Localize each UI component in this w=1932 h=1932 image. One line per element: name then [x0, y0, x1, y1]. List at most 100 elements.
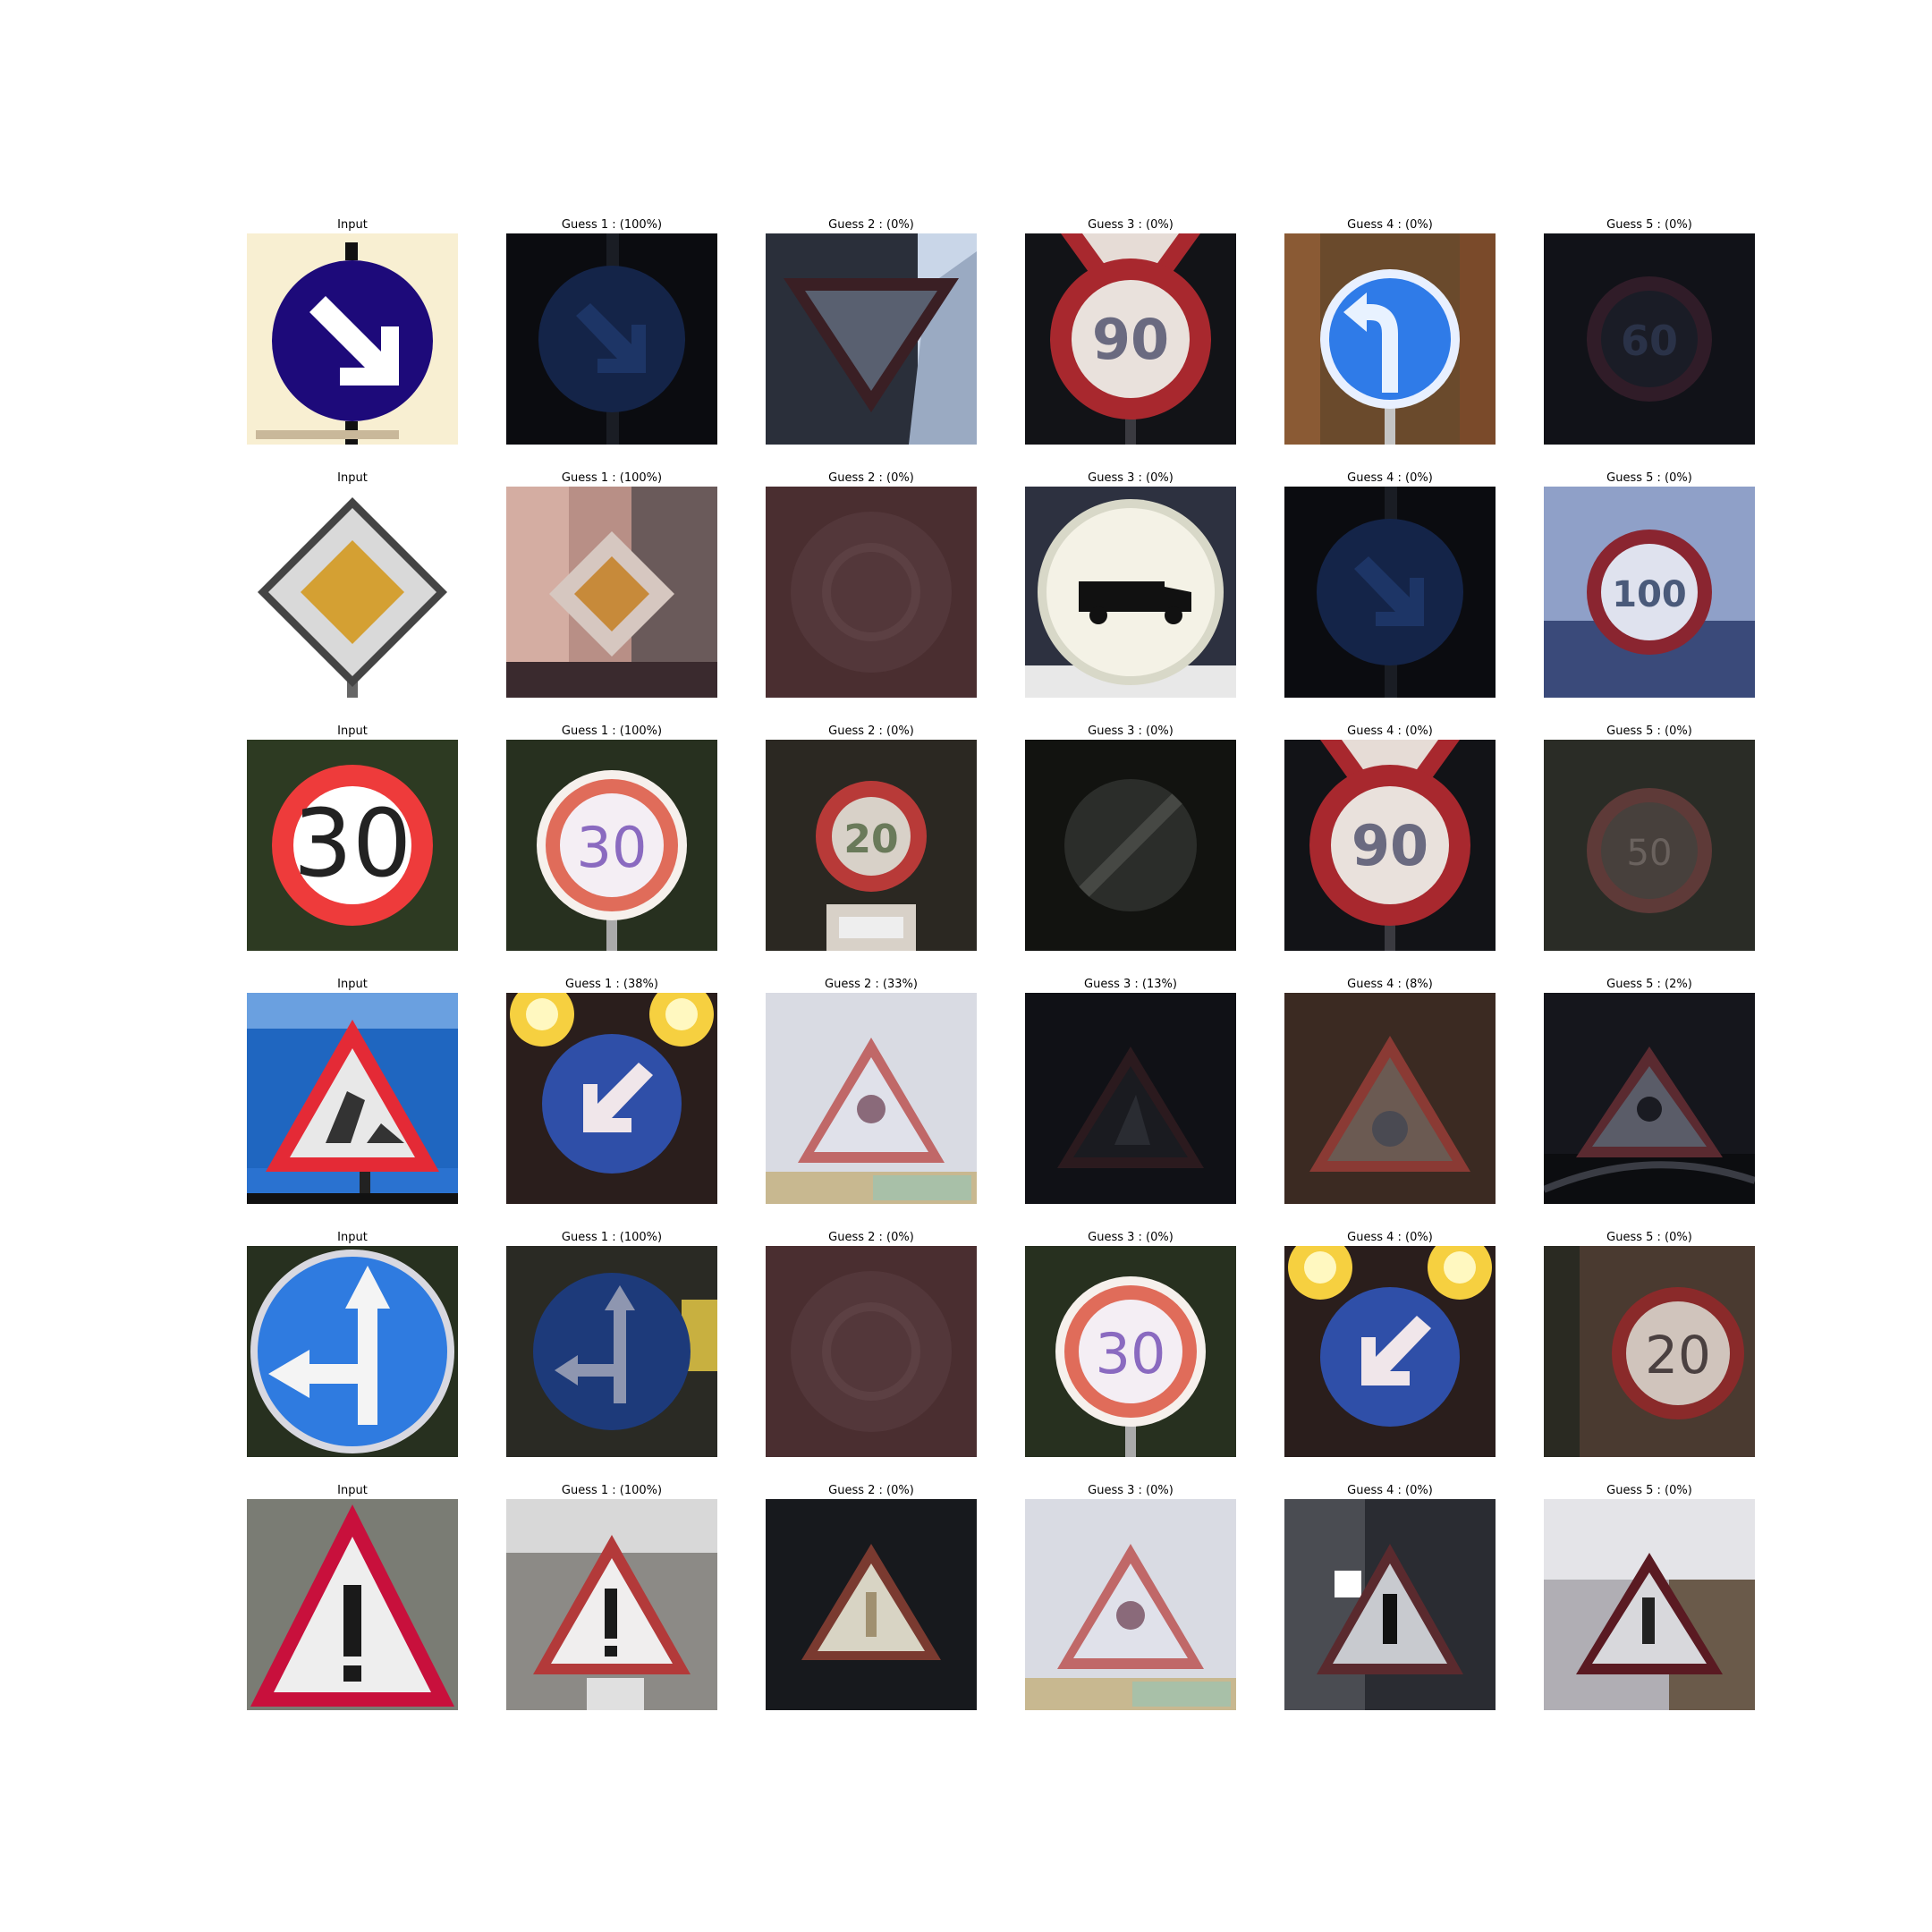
svg-text:100: 100 [1612, 574, 1687, 615]
guess-panel: Guess 3 : (13%) [1025, 978, 1236, 1204]
guess-title: Guess 3 : (0%) [1088, 218, 1174, 232]
guess-panel: Guess 4 : (0%) [1284, 471, 1496, 698]
guess-sign-image [506, 993, 717, 1204]
guess-sign-image [1025, 1499, 1236, 1710]
guess-sign-image [766, 1246, 977, 1457]
guess-title: Guess 2 : (33%) [825, 978, 918, 991]
guess-sign-image [1284, 1499, 1496, 1710]
guess-title: Guess 5 : (0%) [1606, 218, 1692, 232]
guess-sign-image: 50 [1544, 740, 1755, 951]
guess-title: Guess 2 : (0%) [828, 471, 914, 485]
guess-title: Guess 1 : (100%) [561, 724, 663, 738]
input-sign-image [247, 1499, 458, 1710]
guess-panel: Guess 3 : (0%) [1025, 724, 1236, 951]
guess-title: Guess 2 : (0%) [828, 218, 914, 232]
guess-sign-image [506, 233, 717, 445]
input-panel: Input [247, 978, 458, 1204]
guess-panel: Guess 2 : (33%) [766, 978, 977, 1204]
guess-panel: Guess 2 : (0%) [766, 471, 977, 698]
guess-panel: Guess 2 : (0%) 20 [766, 724, 977, 951]
guess-sign-image: 90 [1284, 740, 1496, 951]
guess-panel: Guess 4 : (0%) [1284, 218, 1496, 445]
guess-sign-image: 20 [766, 740, 977, 951]
guess-panel: Guess 1 : (100%) [506, 471, 717, 698]
guess-title: Guess 1 : (100%) [561, 218, 663, 232]
guess-title: Guess 4 : (8%) [1347, 978, 1433, 991]
guess-panel: Guess 4 : (8%) [1284, 978, 1496, 1204]
guess-title: Guess 3 : (13%) [1084, 978, 1177, 991]
guess-title: Guess 4 : (0%) [1347, 471, 1433, 485]
svg-text:90: 90 [1352, 813, 1428, 878]
guess-sign-image [506, 487, 717, 698]
input-title: Input [337, 978, 368, 991]
input-sign-image [247, 1246, 458, 1457]
svg-text:30: 30 [577, 815, 648, 880]
guess-sign-image: 30 [506, 740, 717, 951]
guess-sign-image: 20 [1544, 1246, 1755, 1457]
guess-title: Guess 5 : (0%) [1606, 1484, 1692, 1497]
guess-title: Guess 5 : (0%) [1606, 1231, 1692, 1244]
guess-panel: Guess 4 : (0%) 90 [1284, 724, 1496, 951]
input-sign-image: 30 [247, 740, 458, 951]
guess-title: Guess 3 : (0%) [1088, 724, 1174, 738]
guess-title: Guess 3 : (0%) [1088, 471, 1174, 485]
guess-panel: Guess 1 : (38%) [506, 978, 717, 1204]
guess-panel: Guess 5 : (0%) 60 [1544, 218, 1755, 445]
input-panel: Input [247, 1231, 458, 1457]
guess-panel: Guess 4 : (0%) [1284, 1484, 1496, 1710]
guess-title: Guess 4 : (0%) [1347, 218, 1433, 232]
guess-title: Guess 4 : (0%) [1347, 1231, 1433, 1244]
input-panel: Input [247, 471, 458, 698]
input-title: Input [337, 1484, 368, 1497]
guess-panel: Guess 5 : (0%) [1544, 1484, 1755, 1710]
guess-title: Guess 3 : (0%) [1088, 1484, 1174, 1497]
guess-sign-image: 60 [1544, 233, 1755, 445]
guess-title: Guess 4 : (0%) [1347, 724, 1433, 738]
guess-sign-image [506, 1499, 717, 1710]
guess-sign-image [1025, 487, 1236, 698]
guess-panel: Guess 2 : (0%) [766, 218, 977, 445]
guess-sign-image: 90 [1025, 233, 1236, 445]
guess-panel: Guess 5 : (0%) 100 [1544, 471, 1755, 698]
input-panel: Input [247, 218, 458, 445]
guess-sign-image [1544, 1499, 1755, 1710]
guess-sign-image [766, 487, 977, 698]
svg-text:20: 20 [1645, 1325, 1711, 1385]
guess-title: Guess 2 : (0%) [828, 724, 914, 738]
guess-panel: Guess 3 : (0%) 30 [1025, 1231, 1236, 1457]
guess-sign-image [1284, 487, 1496, 698]
svg-text:30: 30 [1096, 1321, 1166, 1386]
guess-panel: Guess 1 : (100%) [506, 218, 717, 445]
input-sign-image [247, 233, 458, 445]
input-title: Input [337, 1231, 368, 1244]
guess-sign-image [506, 1246, 717, 1457]
guess-sign-image [766, 233, 977, 445]
guess-panel: Guess 2 : (0%) [766, 1484, 977, 1710]
input-sign-image [247, 487, 458, 698]
svg-text:50: 50 [1627, 833, 1673, 874]
guess-title: Guess 5 : (2%) [1606, 978, 1692, 991]
guess-title: Guess 1 : (100%) [561, 1484, 663, 1497]
guess-panel: Guess 4 : (0%) [1284, 1231, 1496, 1457]
guess-title: Guess 1 : (100%) [561, 1231, 663, 1244]
guess-sign-image: 100 [1544, 487, 1755, 698]
guess-title: Guess 3 : (0%) [1088, 1231, 1174, 1244]
guess-sign-image [766, 993, 977, 1204]
svg-text:90: 90 [1092, 307, 1169, 372]
input-panel: Input [247, 1484, 458, 1710]
guess-sign-image [1025, 740, 1236, 951]
guess-sign-image [1025, 993, 1236, 1204]
guess-sign-image: 30 [1025, 1246, 1236, 1457]
svg-text:30: 30 [293, 789, 411, 898]
guess-panel: Guess 1 : (100%) 30 [506, 724, 717, 951]
guess-sign-image [766, 1499, 977, 1710]
guess-title: Guess 2 : (0%) [828, 1484, 914, 1497]
svg-text:20: 20 [843, 817, 898, 862]
guess-panel: Guess 3 : (0%) [1025, 471, 1236, 698]
guess-title: Guess 4 : (0%) [1347, 1484, 1433, 1497]
input-title: Input [337, 218, 368, 232]
guess-sign-image [1544, 993, 1755, 1204]
svg-text:60: 60 [1621, 317, 1678, 365]
input-panel: Input 30 [247, 724, 458, 951]
